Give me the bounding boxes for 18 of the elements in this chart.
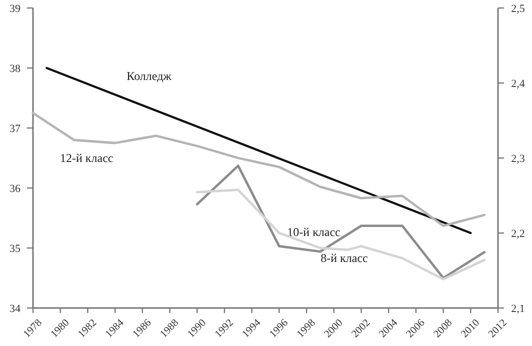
y2-tick-label: 2,2: [511, 228, 525, 240]
line-series: [196, 164, 486, 280]
y-tick-label: 38: [10, 62, 21, 75]
y2-tick-label: 2,1: [511, 302, 525, 315]
line-series: [196, 188, 486, 280]
series-label: 10-й класс: [287, 225, 340, 240]
y2-tick-label: 2,5: [511, 2, 526, 15]
y-tick-label: 36: [10, 182, 21, 195]
line-series: [32, 112, 486, 227]
y2-tick-label: 2,3: [511, 152, 526, 165]
series-label: 8-й класс: [320, 251, 368, 266]
y-tick-label: 35: [10, 242, 21, 255]
y2-tick-label: 2,4: [511, 78, 526, 90]
y-tick-label: 34: [10, 302, 21, 315]
series-label: Колледж: [126, 69, 172, 83]
y-tick-label: 37: [10, 122, 21, 135]
series-label: 12-й класс: [60, 151, 114, 165]
y-tick-label: 39: [10, 2, 21, 15]
